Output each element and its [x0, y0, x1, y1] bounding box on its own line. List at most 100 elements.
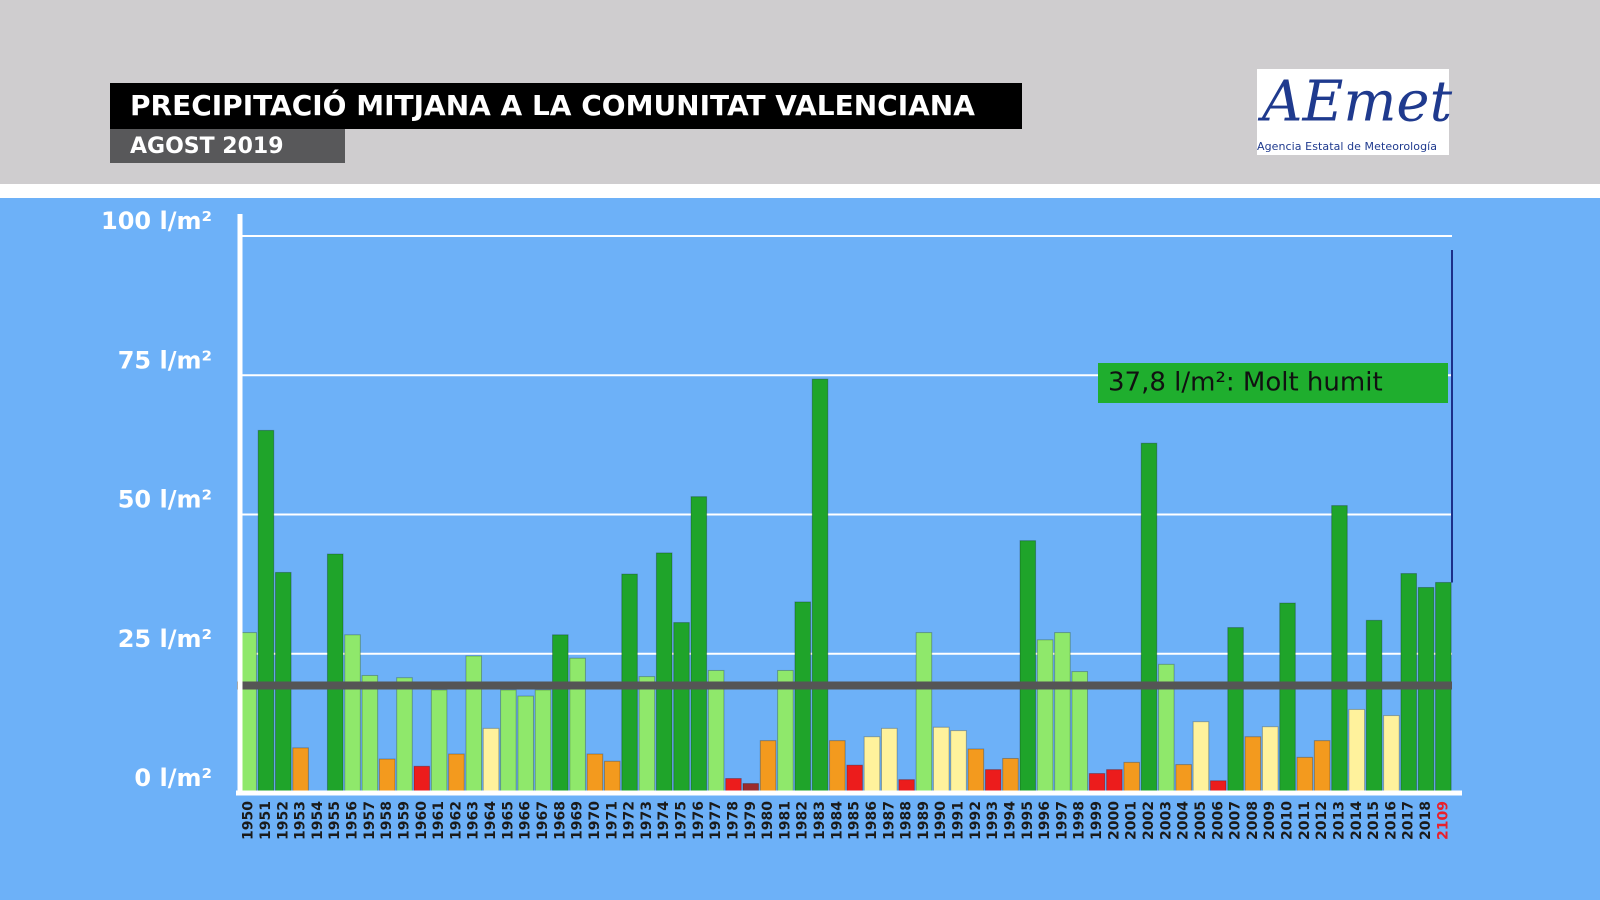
bar: [1383, 715, 1400, 794]
x-tick-label: 1954: [310, 801, 326, 840]
x-tick-label: 2014: [1349, 801, 1365, 840]
x-tick-label: 2015: [1366, 801, 1382, 840]
bar: [1279, 602, 1296, 794]
x-tick-label: 1953: [293, 801, 309, 840]
bar: [1313, 740, 1331, 794]
x-tick-label: 1975: [674, 801, 690, 840]
x-tick-label: 1972: [622, 801, 638, 840]
bar: [1192, 721, 1210, 794]
subtitle: AGOST 2019: [130, 134, 284, 159]
bar: [759, 740, 777, 794]
x-tick-label: 1964: [483, 801, 499, 840]
bar: [1296, 756, 1314, 794]
x-tick-label: 1988: [899, 801, 915, 840]
bar: [1036, 639, 1054, 794]
bar: [326, 553, 344, 794]
annotation: 37,8 l/m²: Molt humit: [1108, 368, 1383, 398]
x-tick-label: 2000: [1106, 801, 1122, 840]
bar: [586, 753, 604, 794]
bar: [829, 740, 846, 794]
x-tick-label: 1984: [829, 801, 845, 840]
x-tick-label: 1995: [1020, 801, 1036, 840]
bar: [240, 632, 257, 794]
bar: [794, 601, 812, 794]
bar: [1331, 505, 1348, 794]
bar: [1227, 627, 1244, 794]
bar: [569, 657, 586, 794]
x-tick-label: 1960: [414, 801, 430, 840]
subtitle-box: [110, 129, 345, 163]
x-tick-label: 2004: [1176, 801, 1192, 840]
x-tick-label: 1952: [275, 801, 291, 840]
x-tick-label: 1989: [916, 801, 932, 840]
bar: [482, 727, 500, 794]
x-tick-label: 1970: [587, 801, 603, 840]
bar: [1417, 586, 1435, 794]
x-tick-label: 1999: [1089, 801, 1105, 840]
bar: [846, 764, 863, 794]
x-tick-label: 1980: [760, 801, 776, 840]
bar: [465, 655, 483, 794]
x-tick-label: 1986: [864, 801, 880, 840]
logo-box: [1257, 69, 1449, 155]
x-tick-label: 1957: [362, 801, 378, 840]
x-tick-label: 1969: [570, 801, 586, 840]
bar: [811, 378, 829, 794]
bar: [1365, 619, 1383, 794]
x-tick-label: 2010: [1280, 801, 1296, 840]
x-tick-label: 2006: [1210, 801, 1226, 840]
bar: [1261, 726, 1279, 794]
bar: [378, 758, 396, 794]
x-tick-label: 1962: [448, 801, 464, 840]
x-tick-label: 2012: [1314, 801, 1330, 840]
logo-caption: Agencia Estatal de Meteorología: [1257, 140, 1437, 153]
title: PRECIPITACIÓ MITJANA A LA COMUNITAT VALE…: [130, 88, 975, 122]
x-tick-label: 1950: [241, 801, 257, 840]
bar: [1088, 773, 1106, 794]
bar: [1244, 736, 1262, 794]
x-tick-label: 1983: [812, 801, 828, 840]
logo-name: AEmet: [1257, 70, 1453, 135]
bar: [1071, 671, 1089, 794]
x-tick-label: 1981: [777, 801, 793, 840]
x-tick-label: 2109: [1435, 801, 1451, 840]
bar: [1348, 708, 1366, 794]
x-tick-label: 2008: [1245, 801, 1261, 840]
bar: [500, 689, 517, 794]
bar: [413, 765, 431, 794]
x-tick-label: 1985: [847, 801, 863, 840]
bar: [655, 552, 673, 794]
x-tick-label: 1976: [691, 801, 707, 840]
x-tick-label: 1968: [552, 801, 568, 840]
x-tick-label: 1955: [327, 801, 343, 840]
bar: [396, 677, 413, 794]
x-tick-label: 1973: [639, 801, 655, 840]
x-tick-label: 1992: [968, 801, 984, 840]
x-tick-label: 1974: [656, 801, 672, 840]
x-tick-label: 1996: [1037, 801, 1053, 840]
x-tick-label: 1998: [1072, 801, 1088, 840]
x-tick-label: 2016: [1383, 801, 1399, 840]
x-tick-label: 1990: [933, 801, 949, 840]
bar: [638, 676, 656, 794]
x-tick-label: 1993: [985, 801, 1001, 840]
bar: [1123, 761, 1140, 794]
y-tick-label: 75 l/m²: [118, 346, 212, 374]
x-tick-label: 1978: [725, 801, 741, 840]
bar: [603, 760, 621, 794]
x-tick-label: 2018: [1418, 801, 1434, 840]
bar: [552, 634, 569, 794]
x-tick-label: 1994: [1002, 801, 1018, 840]
bar: [967, 748, 985, 794]
x-tick-label: 2002: [1141, 801, 1157, 840]
y-tick-label: 0 l/m²: [134, 764, 212, 792]
bar: [1019, 540, 1037, 794]
x-tick-label: 2007: [1228, 801, 1244, 840]
bar: [1106, 769, 1123, 794]
bar: [430, 689, 448, 794]
divider: [0, 184, 1600, 198]
x-tick-label: 1997: [1054, 801, 1070, 840]
x-tick-label: 1959: [396, 801, 412, 840]
